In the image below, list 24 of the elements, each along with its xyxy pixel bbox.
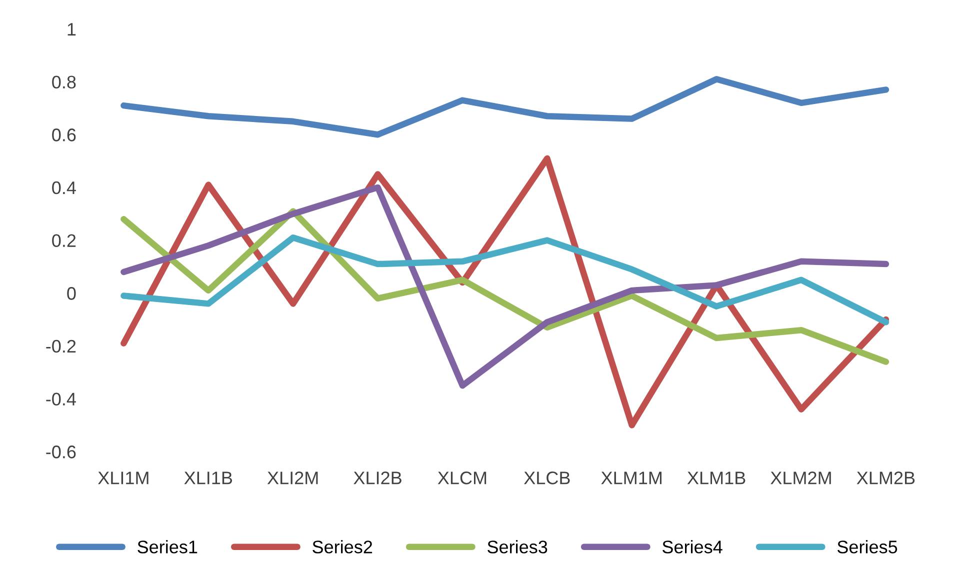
y-tick-label: -0.4 [46,392,76,406]
x-tick-label: XLI1M [98,472,148,484]
y-tick-label: -0.6 [46,446,76,458]
x-tick-label: XLI2M [267,472,318,484]
legend-label: Series2 [312,540,372,554]
y-tick-label: 0.4 [52,181,76,194]
legend-label: Series3 [488,540,548,554]
x-tick-label: XLM2B [856,472,915,484]
y-tick-label: 0 [67,287,76,300]
x-tick-label: XLI1B [184,472,232,484]
legend-label: Series1 [138,540,198,554]
x-tick-label: XLM2M [770,472,831,484]
y-tick-label: -0.2 [46,340,76,353]
legend-label: Series5 [837,540,898,554]
y-tick-label: 1 [68,23,76,36]
x-tick-label: XLM1M [601,472,662,484]
x-tick-label: XLI2B [354,472,402,484]
x-tick-label: XLCB [524,472,570,484]
y-tick-label: 0.2 [52,234,76,248]
x-tick-label: XLCM [438,472,486,484]
legend-label: Series4 [662,540,722,554]
y-tick-label: 0.8 [52,76,76,89]
y-tick-label: 0.6 [52,128,76,142]
x-tick-label: XLM1B [687,472,746,484]
